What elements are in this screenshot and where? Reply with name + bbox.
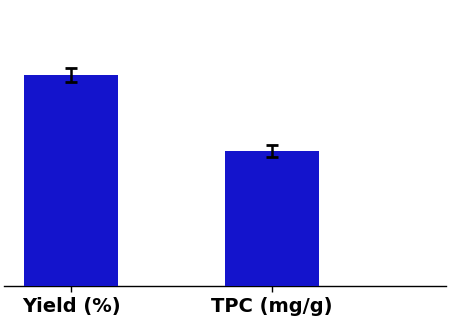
Bar bbox=[225, 151, 319, 286]
Bar bbox=[24, 75, 118, 286]
